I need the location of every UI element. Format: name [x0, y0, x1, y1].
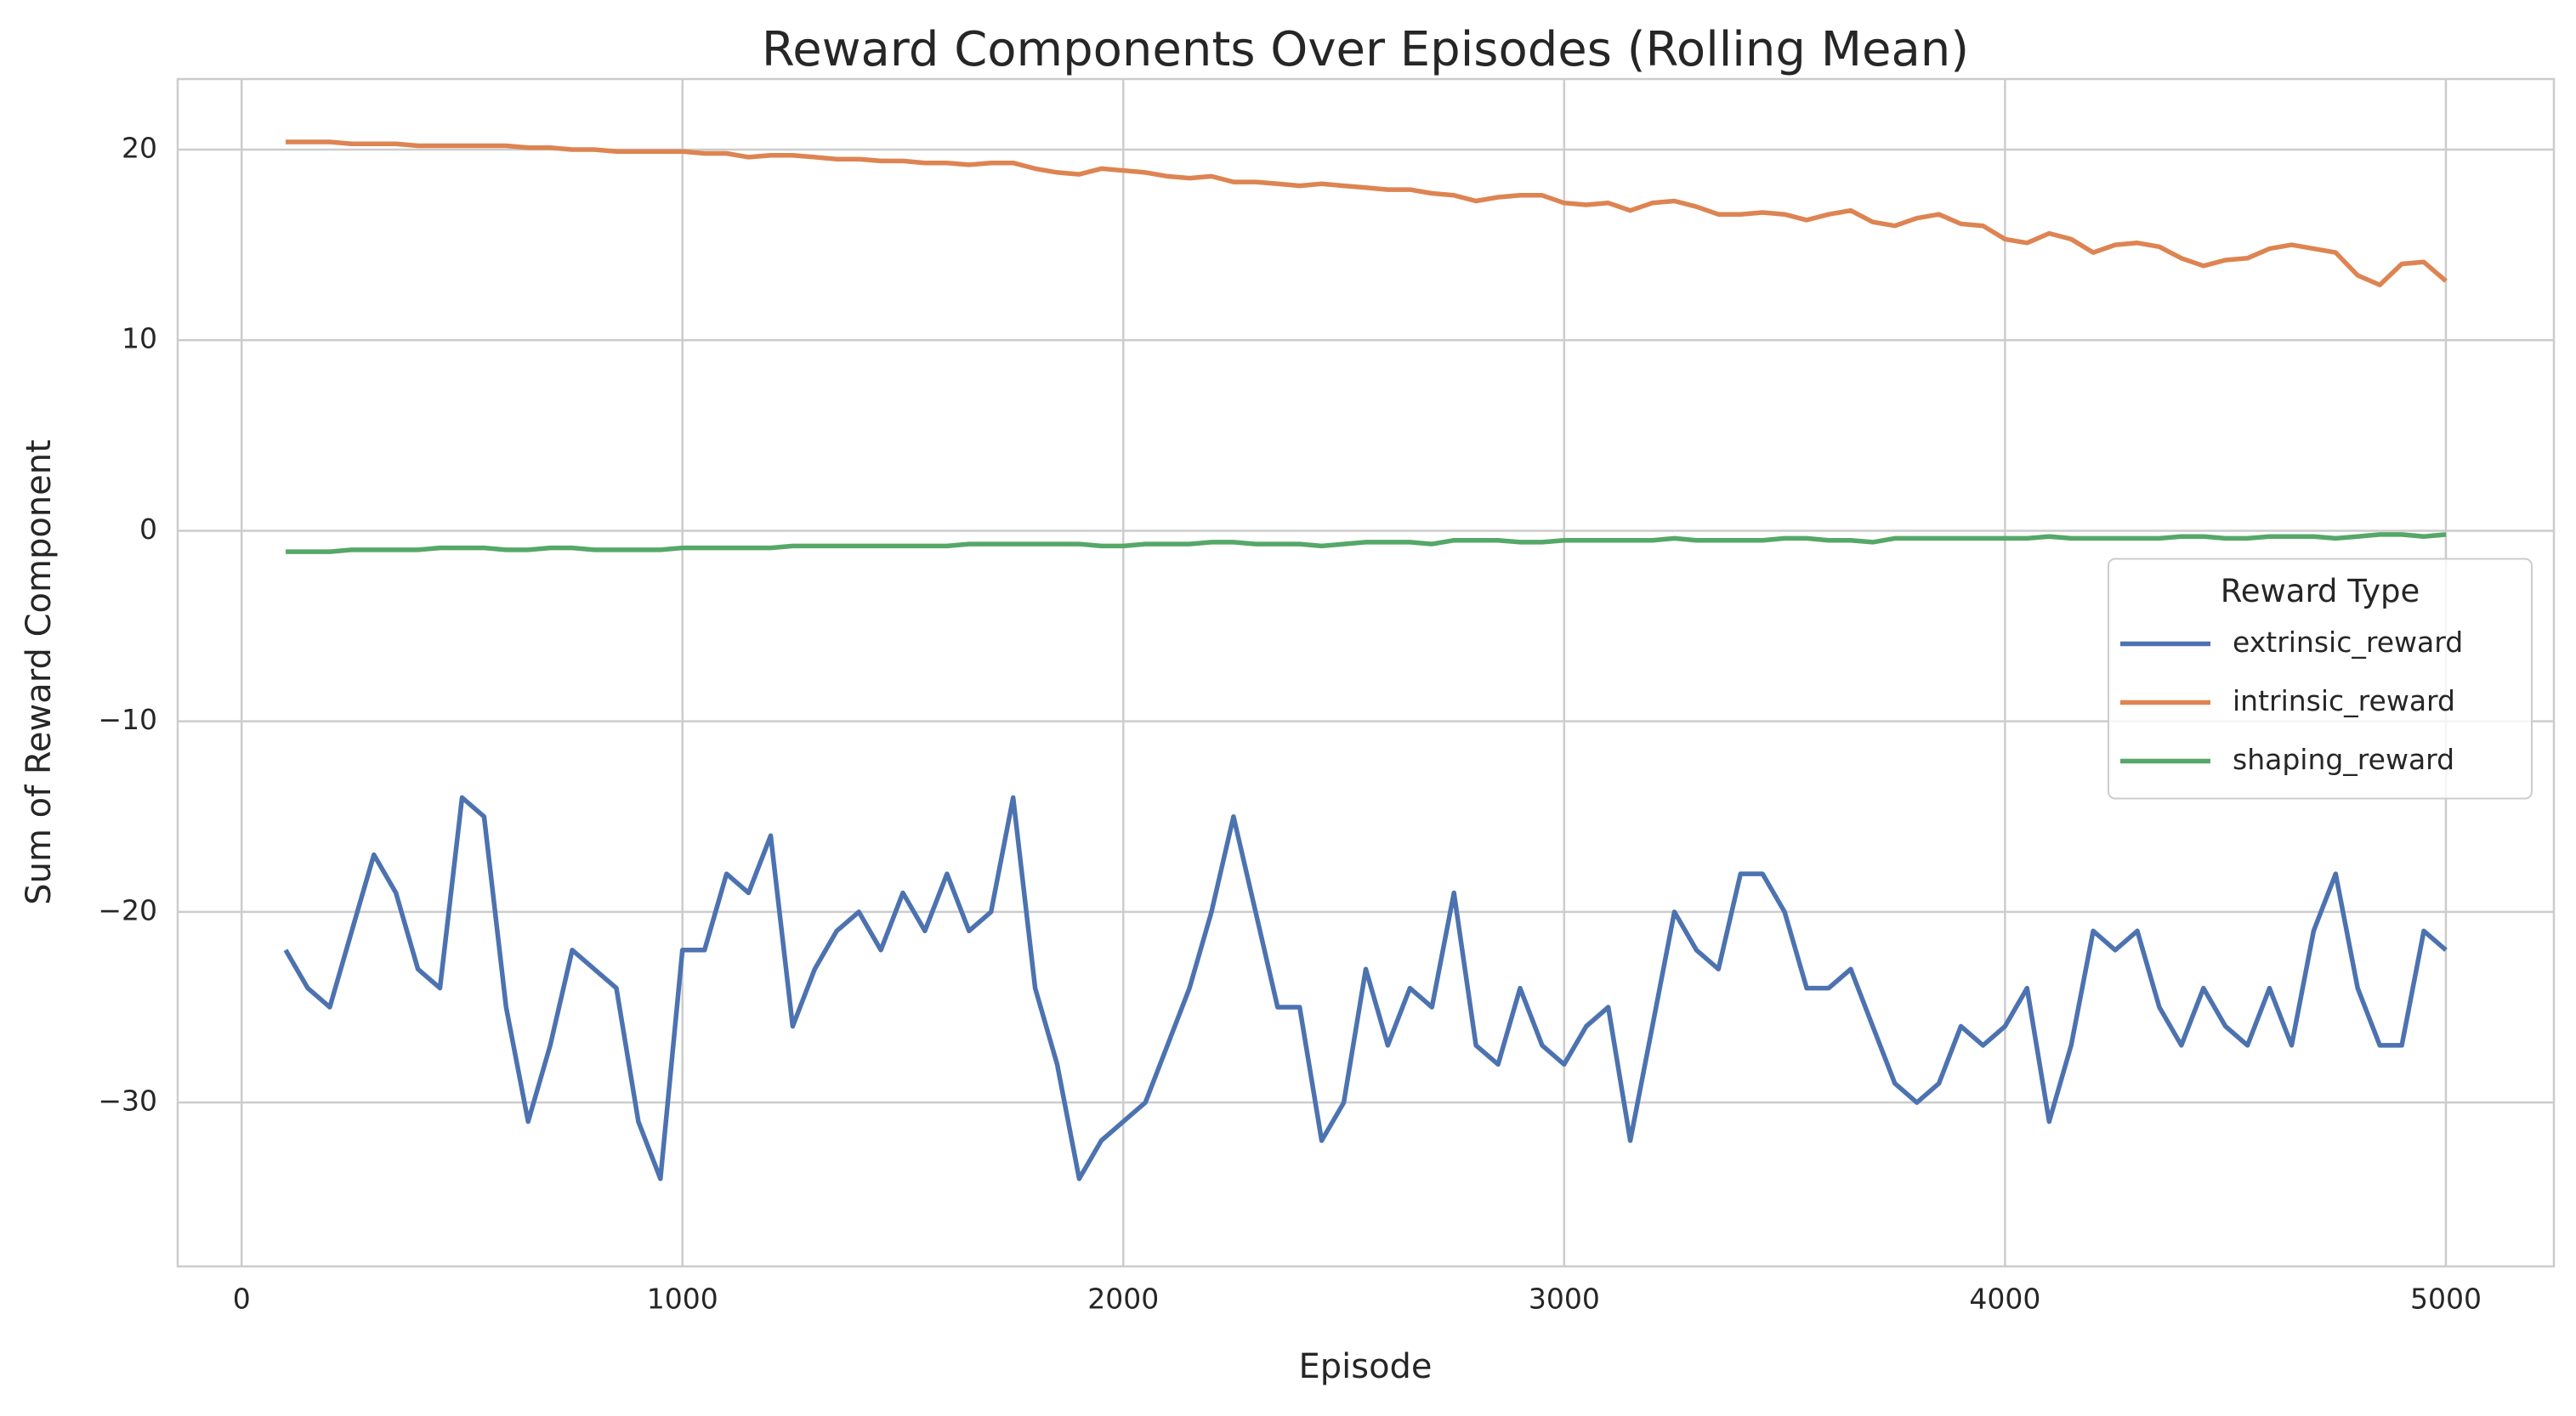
line-series: [286, 532, 2447, 554]
legend: Reward Type extrinsic_reward intrinsic_rew…: [2108, 558, 2533, 800]
x-tick-label: 4000: [1969, 1283, 2040, 1316]
y-tick-label: −20: [98, 893, 157, 926]
legend-title: Reward Type: [2221, 573, 2420, 609]
x-tick-label: 2000: [1087, 1283, 1159, 1316]
y-tick-label: −30: [98, 1085, 157, 1118]
y-tick-label: 0: [139, 513, 157, 546]
x-tick-label: 0: [233, 1283, 251, 1316]
y-axis-label: Sum of Reward Component: [20, 439, 59, 905]
x-tick-label: 5000: [2410, 1283, 2482, 1316]
chart-title: Reward Components Over Episodes (Rolling…: [762, 22, 1969, 77]
legend-label: extrinsic_reward: [2233, 626, 2463, 659]
x-axis-label: Episode: [1298, 1347, 1432, 1386]
line-series: [286, 139, 2448, 287]
line-series: [283, 795, 2448, 1181]
legend-label: shaping_reward: [2233, 743, 2454, 776]
plot-frame: [176, 77, 2556, 1268]
y-tick-label: 10: [122, 322, 157, 355]
y-tick-label: 20: [122, 131, 157, 164]
y-tick-label: −10: [98, 703, 157, 736]
legend-label: intrinsic_reward: [2233, 684, 2455, 717]
legend-box: [2108, 558, 2533, 800]
x-tick-label: 3000: [1529, 1283, 1600, 1316]
x-tick-label: 1000: [647, 1283, 718, 1316]
